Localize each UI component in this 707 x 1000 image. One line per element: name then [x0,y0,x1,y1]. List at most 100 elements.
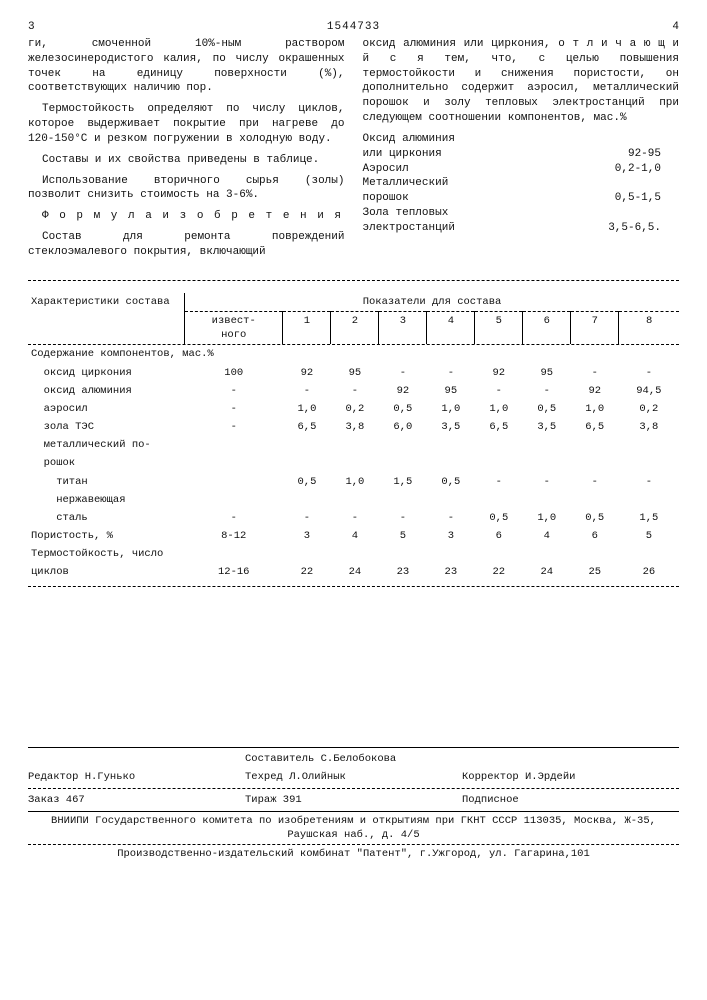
cell: 23 [379,563,427,581]
cell: 92 [571,382,619,400]
row-label: циклов [28,563,185,581]
page-num-left: 3 [28,20,35,35]
formula-title: Ф о р м у л а и з о б р е т е н и я [28,209,345,224]
cell: - [571,364,619,382]
cell: 0,5 [427,473,475,491]
table-body: Содержание компонентов, мас.% оксид цирк… [28,345,679,581]
cell: - [619,364,679,382]
cell [185,436,283,454]
spec-label: или циркония [363,147,547,162]
cell: - [475,473,523,491]
tirazh: Тираж 391 [245,793,462,807]
cell [619,454,679,472]
spec-val [546,132,679,147]
cell [523,491,571,509]
subscription: Подписное [462,793,679,807]
cell [427,436,475,454]
col-1: 1 [283,311,331,344]
cell [475,491,523,509]
row-label: металлический по- [28,436,185,454]
cell: 3,5 [523,418,571,436]
spec-label: Оксид алюминия [363,132,547,147]
cell: 25 [571,563,619,581]
row-label: сталь [28,509,185,527]
cell: 5 [619,527,679,545]
cell: 26 [619,563,679,581]
cell: 95 [427,382,475,400]
col-2: 2 [331,311,379,344]
cell: 6,5 [283,418,331,436]
cell [619,436,679,454]
compiler: Составитель С.Белобокова [245,752,462,766]
head-characteristics: Характеристики состава [28,293,185,345]
row-label: нержавеющая [28,491,185,509]
col-8: 8 [619,311,679,344]
cell [185,491,283,509]
cell [379,454,427,472]
cell: 0,5 [475,509,523,527]
cell: - [185,418,283,436]
cell: - [523,473,571,491]
cell: 95 [523,364,571,382]
page-header: 3 1544733 4 [28,20,679,35]
rule [28,811,679,812]
spec-label: порошок [363,191,547,206]
cell: 3 [283,527,331,545]
cell [475,545,523,563]
editor: Редактор Н.Гунько [28,770,245,784]
cell [523,545,571,563]
cell [427,454,475,472]
table-row: титан0,51,01,50,5---- [28,473,679,491]
cell: 92 [379,382,427,400]
table-row: Пористость, %8-1234536465 [28,527,679,545]
spec-val: 0,5-1,5 [546,191,679,206]
cell: 0,5 [379,400,427,418]
cell: - [331,509,379,527]
cell [283,454,331,472]
table-row: зола ТЭС-6,53,86,03,56,53,56,53,8 [28,418,679,436]
table-row: циклов12-162224232322242526 [28,563,679,581]
publication-block: Составитель С.Белобокова Редактор Н.Гунь… [28,747,679,862]
cell [331,454,379,472]
spec-table: Оксид алюминия или циркония92-95 Аэросил… [363,132,680,236]
row-label: оксид алюминия [28,382,185,400]
spec-label: Зола тепловых [363,206,547,221]
col-7: 7 [571,311,619,344]
spec-val: 92-95 [546,147,679,162]
cell [379,491,427,509]
cell: - [427,364,475,382]
cell: 0,5 [523,400,571,418]
table-row: нержавеющая [28,491,679,509]
row-label: зола ТЭС [28,418,185,436]
cell: 23 [427,563,475,581]
cell: 100 [185,364,283,382]
cell: - [475,382,523,400]
rule [28,844,679,845]
para-1: ги, смоченной 10%-ным раствором железоси… [28,37,345,96]
table-head: Характеристики состава Показатели для со… [28,293,679,346]
row-label: титан [28,473,185,491]
para-2: Термостойкость определяют по числу цикло… [28,102,345,147]
col-6: 6 [523,311,571,344]
cell [185,545,283,563]
cell [571,545,619,563]
cell: - [427,509,475,527]
body-columns: ги, смоченной 10%-ным раствором железоси… [28,37,679,266]
row-label: Пористость, % [28,527,185,545]
cell: - [619,473,679,491]
table-bottom-rule [28,586,679,587]
cell: 1,0 [571,400,619,418]
cell: 92 [283,364,331,382]
col-5: 5 [475,311,523,344]
table-row: рошок [28,454,679,472]
cell [283,545,331,563]
cell: 8-12 [185,527,283,545]
cell: 3,8 [619,418,679,436]
spec-val [546,176,679,191]
cell: 6,0 [379,418,427,436]
rule [28,747,679,748]
col-4: 4 [427,311,475,344]
cell [619,545,679,563]
organization: ВНИИПИ Государственного комитета по изоб… [28,814,679,842]
col-3: 3 [379,311,427,344]
